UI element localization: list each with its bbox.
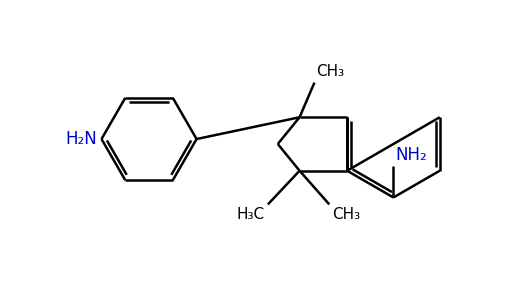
Text: H₃C: H₃C bbox=[237, 208, 265, 222]
Text: CH₃: CH₃ bbox=[332, 208, 360, 222]
Text: NH₂: NH₂ bbox=[395, 146, 427, 164]
Text: H₂N: H₂N bbox=[66, 130, 98, 148]
Text: CH₃: CH₃ bbox=[316, 64, 345, 79]
